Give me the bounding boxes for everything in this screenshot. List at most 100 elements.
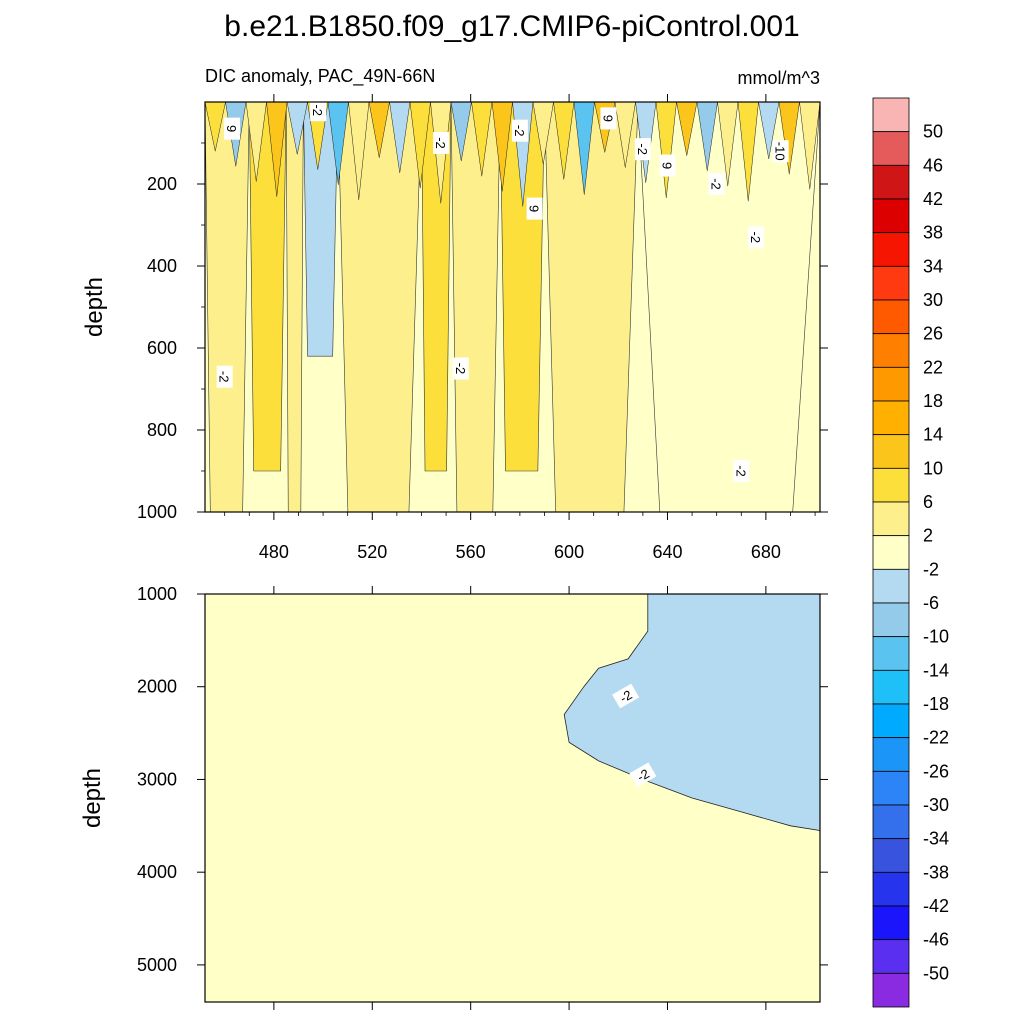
lower-panel: -2 -2 1000 2000 3000 4000 5000: [137, 584, 828, 1010]
colorbar-level-label: 46: [923, 155, 943, 175]
colorbar-swatch: [872, 535, 910, 570]
contour-label: -2: [612, 683, 640, 709]
colorbar-swatch: [872, 703, 910, 739]
chart-subtitle: DIC anomaly, PAC_49N-66N: [205, 66, 435, 87]
colorbar-swatch: [872, 770, 910, 806]
contour-label: -10: [772, 140, 789, 163]
colorbar-swatch: [872, 737, 910, 772]
colorbar-level-label: 50: [923, 122, 943, 142]
colorbar-level-label: -14: [923, 660, 949, 680]
contour-label: -2: [433, 132, 450, 154]
upper-contour-band: [337, 101, 422, 513]
colorbar: 50 46 42 38 34 30 26 22 18 14 10 6 2 -2 -6 -10 -14 -18 -22…: [872, 97, 949, 1008]
upper-contour-band: [285, 101, 304, 513]
contour-label-text: -2: [310, 104, 325, 116]
colorbar-level-label: 22: [923, 357, 943, 377]
contour-label: -2: [310, 99, 327, 122]
colorbar-swatch: [872, 669, 910, 705]
contour-label: 9: [659, 154, 676, 177]
contour-label-text: -2: [733, 465, 748, 477]
upper-contour-band: [204, 101, 250, 513]
upper-x-tick-label: 680: [751, 542, 781, 562]
contour-label-text: -2: [453, 363, 468, 375]
lower-y-tick-label: 4000: [137, 862, 177, 882]
contour-label-text: -2: [512, 125, 527, 137]
colorbar-level-label: -46: [923, 930, 949, 950]
colorbar-level-label: 6: [923, 492, 933, 512]
upper-contour-band: [544, 101, 639, 513]
colorbar-level-label: -22: [923, 728, 949, 748]
colorbar-level-label: 42: [923, 189, 943, 209]
contour-label: 9: [526, 197, 543, 220]
colorbar-swatch: [872, 164, 910, 200]
contour-label-text: 9: [659, 162, 674, 169]
colorbar-swatch: [872, 804, 910, 840]
contour-label: -2: [748, 226, 765, 249]
lower-y-axis-label: depth: [79, 768, 106, 828]
contour-label: -2: [733, 460, 750, 482]
colorbar-swatch: [872, 871, 910, 907]
colorbar-level-label: 30: [923, 290, 943, 310]
colorbar-swatch: [872, 905, 910, 941]
contour-label: 9: [600, 107, 617, 130]
upper-y-tick-label: 800: [147, 420, 177, 440]
colorbar-swatch: [872, 501, 910, 537]
contour-label-text: -10: [773, 142, 788, 161]
lower-y-tick-label: 1000: [137, 584, 177, 604]
colorbar-swatch: [872, 434, 910, 469]
contour-label-text: -2: [433, 137, 448, 149]
contour-label-text: -2: [217, 371, 232, 383]
upper-y-tick-label: 600: [147, 338, 177, 358]
upper-panel: 9 -2 -2 -2 9 -2 9 -10 -2 -2 9 -2 -2 -2 200 400 600 800 100…: [137, 94, 828, 562]
colorbar-level-label: 18: [923, 391, 943, 411]
colorbar-level-label: -18: [923, 694, 949, 714]
contour-label-text: -2: [709, 178, 724, 190]
contour-label-text: 9: [600, 115, 615, 122]
chart-units: mmol/m^3: [738, 68, 820, 88]
upper-x-tick-label: 560: [456, 542, 486, 562]
colorbar-swatch: [872, 636, 910, 671]
colorbar-level-label: 26: [923, 324, 943, 344]
contour-label-text: 9: [527, 205, 542, 212]
upper-contour-band: [450, 101, 501, 513]
colorbar-swatch: [872, 838, 910, 873]
colorbar-swatch: [872, 467, 910, 503]
upper-y-tick-label: 200: [147, 174, 177, 194]
colorbar-swatch: [872, 131, 910, 166]
colorbar-level-label: -6: [923, 593, 939, 613]
contour-label: 9: [224, 117, 241, 140]
lower-y-tick-label: 2000: [137, 677, 177, 697]
colorbar-level-label: 10: [923, 458, 943, 478]
upper-y-tick-label: 1000: [137, 502, 177, 522]
contour-label-text: -2: [635, 143, 650, 155]
colorbar-level-label: -38: [923, 862, 949, 882]
colorbar-swatch: [872, 972, 910, 1008]
colorbar-swatch: [872, 299, 910, 335]
contour-label: -2: [511, 119, 528, 142]
upper-x-tick-label: 520: [357, 542, 387, 562]
colorbar-level-label: -30: [923, 795, 949, 815]
colorbar-level-label: 2: [923, 526, 933, 546]
colorbar-level-label: -26: [923, 761, 949, 781]
colorbar-level-label: -50: [923, 963, 949, 983]
lower-negative-anomaly-region: [563, 593, 821, 831]
colorbar-swatch: [872, 602, 910, 638]
colorbar-level-label: -2: [923, 559, 939, 579]
contour-label: -2: [634, 138, 651, 161]
lower-y-tick-label: 5000: [137, 955, 177, 975]
upper-x-tick-label: 600: [554, 542, 584, 562]
colorbar-swatch: [872, 265, 910, 301]
colorbar-level-label: -42: [923, 896, 949, 916]
colorbar-swatch: [872, 568, 910, 604]
contour-label: -2: [708, 173, 725, 195]
colorbar-level-label: 14: [923, 425, 943, 445]
upper-y-axis-label: depth: [81, 277, 108, 337]
colorbar-swatch: [872, 97, 910, 133]
colorbar-level-label: -34: [923, 829, 949, 849]
upper-y-tick-label: 400: [147, 256, 177, 276]
colorbar-swatch: [872, 198, 910, 234]
contour-label-text: -2: [748, 232, 763, 244]
contour-label-text: 9: [224, 125, 239, 132]
colorbar-swatch: [872, 232, 910, 267]
